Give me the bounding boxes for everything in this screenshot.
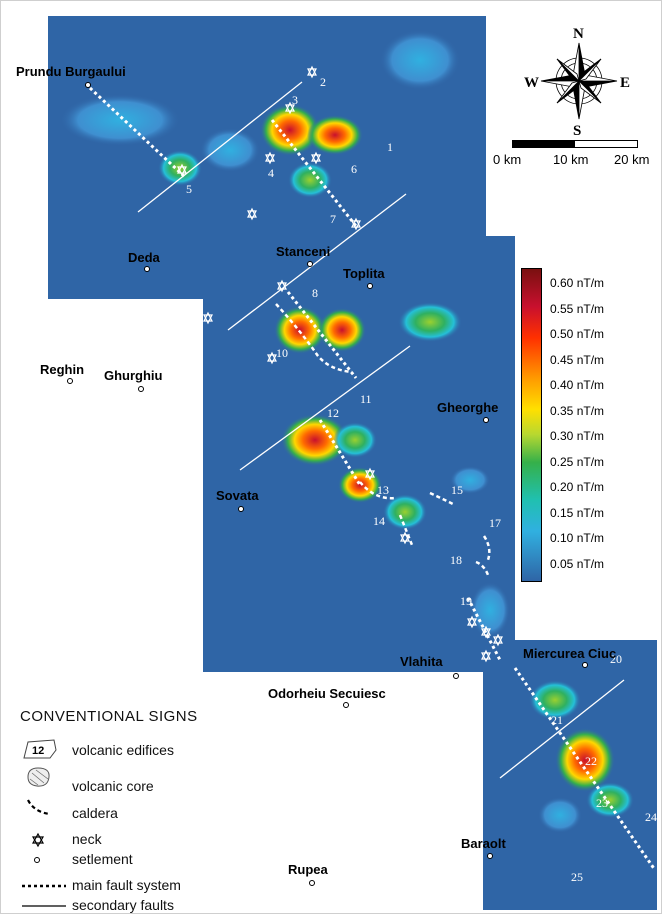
calderas	[275, 303, 491, 576]
city-dot	[144, 266, 150, 272]
colorbar-label: 0.35 nT/m	[550, 403, 605, 418]
compass-s: S	[573, 123, 581, 136]
colorbar-label: 0.55 nT/m	[550, 301, 605, 316]
city-label: Prundu Burgaului	[16, 64, 126, 79]
edifice-number: 19	[460, 594, 472, 608]
edifice-number: 1	[387, 140, 393, 154]
city-dot	[343, 702, 349, 708]
legend-caldera-icon	[27, 799, 51, 816]
city-label: Vlahita	[400, 654, 443, 669]
city-label: Odorheiu Secuiesc	[268, 686, 386, 701]
colorbar-label: 0.30 nT/m	[550, 429, 605, 443]
city-dot	[309, 880, 315, 886]
edifice-number: 2	[320, 75, 326, 89]
city-label: Baraolt	[461, 836, 506, 851]
scale-bar	[512, 140, 638, 148]
city-label: Rupea	[288, 862, 328, 877]
city-label: Gheorghe	[437, 400, 499, 415]
edifice-number: 13	[377, 483, 389, 497]
legend-volcanic-edifices: volcanic edifices	[72, 742, 174, 758]
edifice-number: 14	[373, 514, 385, 528]
city-dot	[85, 82, 91, 88]
city-dot	[138, 386, 144, 392]
colorbar	[521, 268, 542, 582]
compass-n: N	[573, 26, 584, 42]
legend-title: CONVENTIONAL SIGNS	[20, 708, 198, 725]
edifice-number: 12	[327, 406, 339, 420]
city-dot	[307, 261, 313, 267]
city-label: Sovata	[216, 488, 259, 503]
secondary-faults	[137, 81, 625, 779]
city-label: Ghurghiu	[104, 368, 163, 383]
compass-w: W	[524, 75, 539, 91]
edifice-number: 23	[596, 796, 608, 810]
edifice-number: 17	[489, 516, 501, 530]
colorbar-label: 0.10 nT/m	[550, 531, 605, 545]
edifice-number: 18	[450, 553, 462, 567]
edifice-number: 4	[268, 166, 274, 180]
edifice-number: 3	[292, 93, 298, 107]
city-dot	[453, 673, 459, 679]
city-label: Deda	[128, 250, 160, 265]
legend-volcanic-core: volcanic core	[72, 778, 154, 794]
anomaly-field	[60, 30, 634, 833]
edifice-number: 25	[571, 870, 583, 884]
city-label: Toplita	[343, 266, 385, 281]
edifice-number: 11	[360, 392, 372, 406]
city-dot	[487, 853, 493, 859]
edifice-number: 5	[186, 182, 192, 196]
main-fault-system	[88, 86, 657, 871]
legend-settlement-icon	[34, 857, 40, 863]
colorbar-label: 0.60 nT/m	[550, 276, 605, 290]
city-dot	[67, 378, 73, 384]
edifice-number: 6	[351, 162, 357, 176]
scale-bar-black	[513, 141, 575, 147]
legend-settlement: setlement	[72, 851, 133, 867]
edifice-number: 20	[610, 652, 622, 666]
city-dot	[483, 417, 489, 423]
legend-secondary-faults: secondary faults	[72, 897, 174, 913]
scale-label-0: 0 km	[493, 152, 522, 167]
colorbar-label: 0.40 nT/m	[550, 378, 605, 392]
legend-main-fault-system: main fault system	[72, 877, 181, 893]
colorbar-label: 0.20 nT/m	[550, 480, 605, 494]
legend-main-fault-icon	[22, 884, 66, 888]
legend-core-icon	[27, 767, 50, 787]
legend-neck-icon	[31, 832, 45, 848]
compass-rose: N S E W	[524, 26, 630, 136]
legend-secondary-fault-icon	[22, 905, 66, 907]
legend-neck: neck	[72, 831, 102, 847]
scale-label-10: 10 km	[553, 152, 589, 167]
legend-caldera: caldera	[72, 805, 118, 821]
edifice-number: 15	[451, 483, 463, 497]
edifice-number: 24	[645, 810, 657, 824]
city-label: Reghin	[40, 362, 85, 377]
legend-edifice-icon: 12	[23, 739, 57, 759]
legend-edifice-sample: 12	[32, 745, 44, 757]
compass-e: E	[620, 75, 630, 91]
edifice-number: 22	[585, 754, 597, 768]
scale-label-20: 20 km	[614, 152, 650, 167]
edifice-number: 10	[276, 346, 288, 360]
colorbar-label: 0.15 nT/m	[550, 505, 605, 520]
colorbar-label: 0.50 nT/m	[550, 327, 605, 341]
colorbar-label: 0.45 nT/m	[550, 352, 605, 367]
necks	[177, 65, 503, 663]
city-dot	[238, 506, 244, 512]
edifice-number: 8	[312, 286, 318, 300]
city-dot	[367, 283, 373, 289]
colorbar-label: 0.05 nT/m	[550, 556, 605, 571]
city-label: Stanceni	[276, 244, 331, 259]
edifice-number: 7	[330, 212, 336, 226]
edifice-number: 21	[551, 713, 563, 727]
colorbar-label: 0.25 nT/m	[550, 454, 605, 469]
city-dot	[582, 662, 588, 668]
city-label: Miercurea Ciuc	[523, 646, 617, 661]
